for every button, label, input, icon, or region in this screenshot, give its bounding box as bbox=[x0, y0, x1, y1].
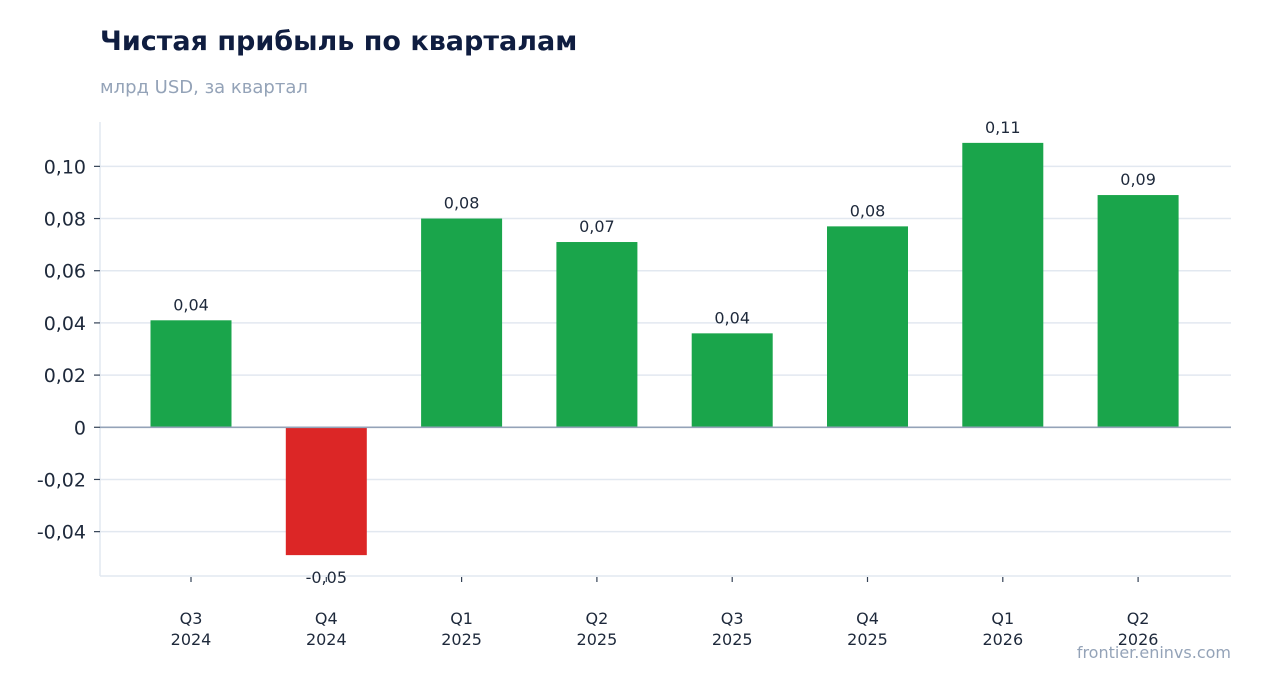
data-label: 0,08 bbox=[850, 201, 886, 220]
data-label: 0,04 bbox=[714, 308, 750, 327]
x-tick-label: Q2 bbox=[1127, 609, 1150, 628]
y-tick-label: -0,04 bbox=[37, 522, 86, 544]
x-tick-label: 2026 bbox=[982, 630, 1023, 649]
x-tick-label: Q4 bbox=[856, 609, 879, 628]
x-tick-label: 2025 bbox=[577, 630, 618, 649]
x-tick-label: Q1 bbox=[991, 609, 1014, 628]
bar bbox=[285, 427, 367, 556]
x-tick-label: 2025 bbox=[847, 630, 888, 649]
y-tick-label: 0,02 bbox=[44, 365, 86, 387]
data-label: 0,04 bbox=[173, 295, 209, 314]
x-tick-label: Q4 bbox=[315, 609, 338, 628]
x-tick-label: Q2 bbox=[586, 609, 609, 628]
x-tick-label: 2024 bbox=[171, 630, 212, 649]
x-tick-label: 2025 bbox=[712, 630, 753, 649]
y-tick-label: 0 bbox=[74, 417, 86, 439]
chart-title: Чистая прибыль по кварталам bbox=[100, 26, 578, 57]
x-tick-label: 2024 bbox=[306, 630, 347, 649]
source-label: frontier.eninvs.com bbox=[1076, 643, 1231, 662]
x-tick-label: 2025 bbox=[441, 630, 482, 649]
chart-subtitle: млрд USD, за квартал bbox=[100, 77, 308, 98]
bar bbox=[421, 218, 503, 428]
bar bbox=[691, 333, 773, 428]
bar bbox=[1097, 195, 1179, 428]
x-tick-label: Q3 bbox=[180, 609, 203, 628]
x-tick-label: Q1 bbox=[450, 609, 473, 628]
data-label: 0,08 bbox=[444, 194, 480, 213]
bar bbox=[962, 142, 1044, 428]
data-label: 0,09 bbox=[1120, 170, 1156, 189]
bar bbox=[556, 242, 638, 428]
data-label: 0,07 bbox=[579, 217, 615, 236]
x-tick-label: 2026 bbox=[1118, 630, 1159, 649]
x-tick-label: Q3 bbox=[721, 609, 744, 628]
y-tick-label: 0,10 bbox=[44, 156, 86, 178]
y-tick-label: 0,08 bbox=[44, 209, 86, 231]
bar bbox=[827, 226, 908, 428]
y-tick-label: -0,02 bbox=[37, 469, 86, 491]
data-label: 0,11 bbox=[985, 118, 1021, 137]
y-tick-label: 0,04 bbox=[44, 313, 86, 335]
bar bbox=[150, 320, 232, 428]
y-tick-label: 0,06 bbox=[44, 261, 86, 283]
